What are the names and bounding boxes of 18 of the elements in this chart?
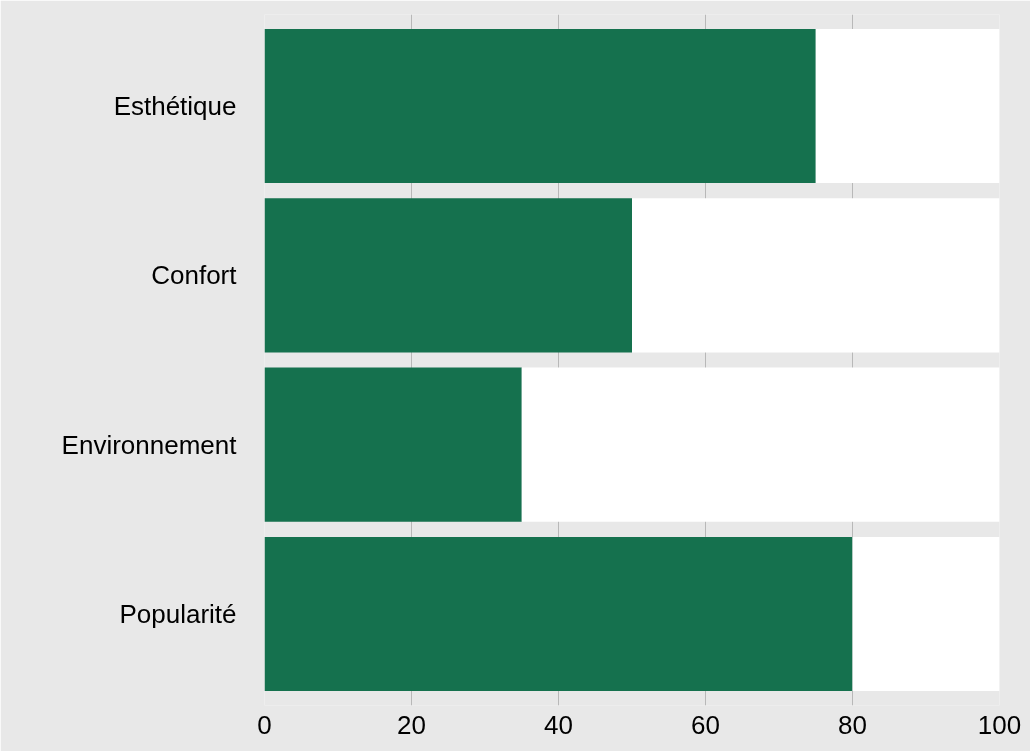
y-tick-label: Popularité: [119, 599, 237, 630]
bar: [815, 28, 1000, 184]
x-tick-label: 60: [691, 709, 720, 740]
x-tick-label: 100: [977, 709, 1022, 740]
bar: [521, 367, 1000, 522]
x-tick-label: 80: [838, 709, 867, 740]
bar: [264, 367, 522, 522]
y-tick-label: Environnement: [61, 429, 238, 460]
bar: [264, 198, 632, 353]
bar: [264, 28, 816, 184]
x-tick-label: 40: [544, 709, 573, 740]
x-tick-label: 0: [257, 709, 272, 740]
bar: [852, 536, 1000, 692]
y-tick-label: Confort: [151, 260, 238, 291]
bar: [264, 536, 853, 692]
bar: [632, 198, 1000, 353]
x-tick-label: 20: [397, 709, 426, 740]
y-tick-label: Esthétique: [113, 90, 237, 121]
